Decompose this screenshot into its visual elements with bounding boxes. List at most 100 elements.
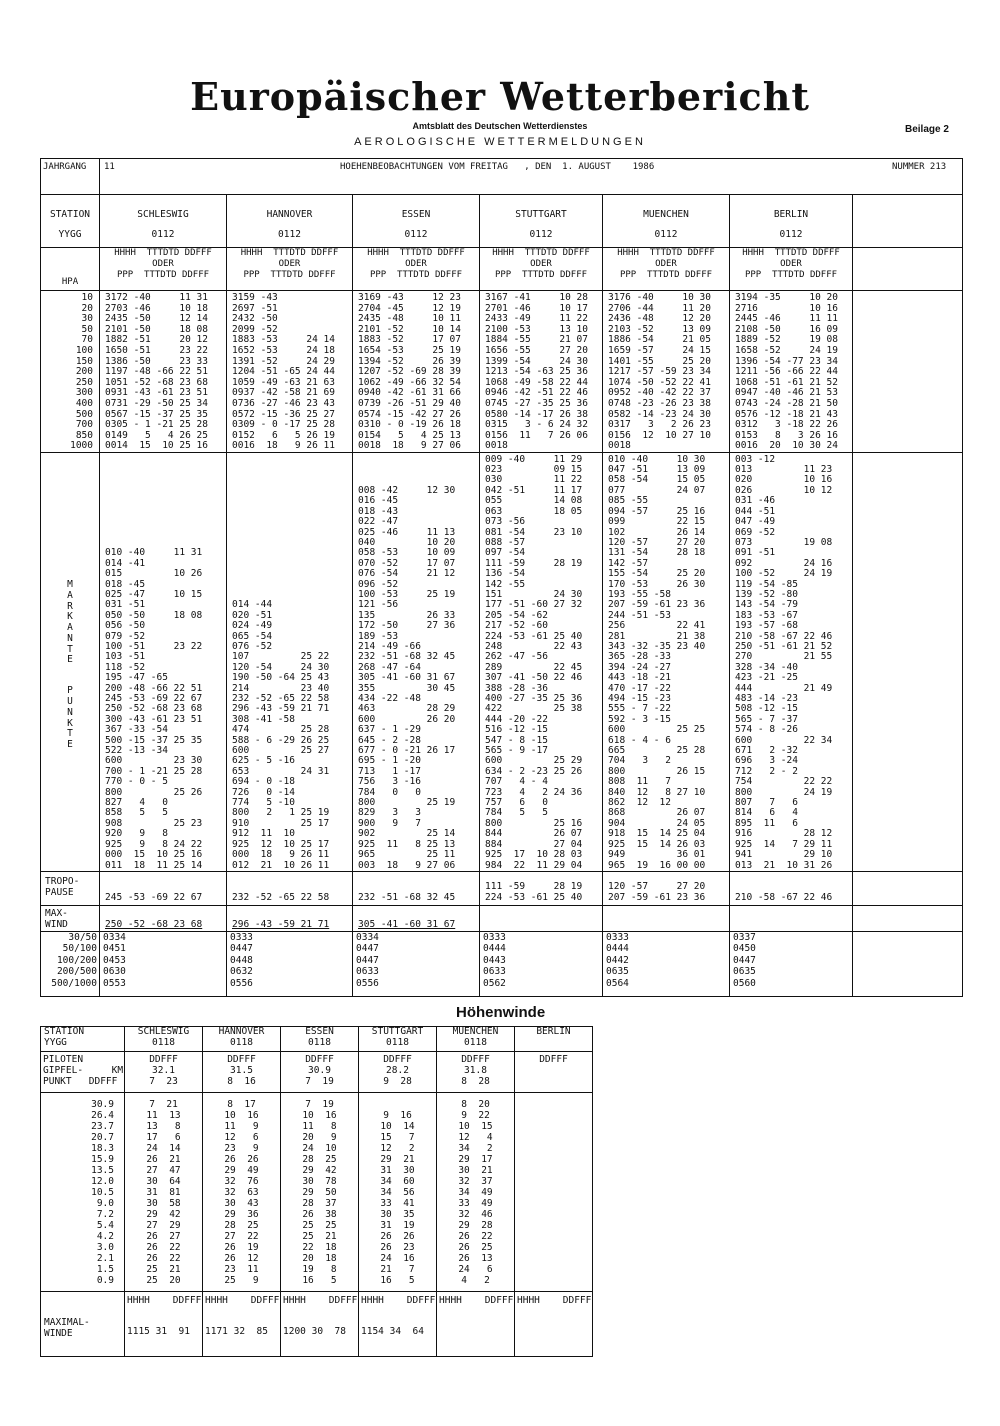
hw-wind-row: 7 21	[149, 1099, 178, 1110]
hw-maxwind-cell: HHHH DDFFF 1200 30 78	[280, 1291, 359, 1357]
significant-level-row: 916 28 12	[735, 828, 833, 840]
significant-level-row: 918 15 14 25 04	[608, 828, 706, 840]
column-header-line: HHHH TTTDTD DDFFF	[742, 248, 840, 258]
significant-level-row: 193 -57 -68	[735, 620, 798, 632]
summit-height: 32.1	[152, 1065, 175, 1076]
significant-levels-list: 003 -12 013 11 23 020 10 16 026 10 12 031 -4…	[730, 453, 852, 871]
significant-level-row: 107 25 22	[232, 651, 330, 663]
hw-yygg-label: YYGG	[44, 1036, 67, 1048]
empty-column-cell	[851, 451, 964, 872]
tropopause-values: 111 -59 28 19 224 -53 -61 25 40	[480, 881, 602, 905]
significant-level-row: 042 -51 11 17	[485, 484, 583, 496]
yygg-label: YYGG	[58, 229, 82, 240]
significant-level-row: 808 11 7	[608, 776, 671, 788]
standard-level-row: 0748 -23 -26 23 38	[608, 397, 711, 409]
significant-level-row: 707 4 - 4	[485, 776, 548, 788]
significant-levels-cell: 014 -44 020 -51 024 -49 065 -54 076 -52 107 2…	[226, 451, 353, 872]
significant-level-row: 754 22 22	[735, 776, 833, 788]
hw-wind-row: 30 78	[302, 1176, 337, 1187]
wind-shear-cell: 0333 0444 0443 0633 0562	[479, 930, 603, 997]
standard-level-row: 0572 -15 -36 25 27	[232, 408, 335, 420]
column-header-line: HHHH TTTDTD DDFFF	[367, 248, 465, 258]
station-cell-schleswig: SCHLESWIG 0112	[99, 194, 227, 248]
significant-level-row: 784 5 5	[485, 807, 548, 819]
hw-wind-row: 26 23	[380, 1242, 415, 1253]
maxwind-value: 305 -41 -60 31 67	[358, 918, 456, 930]
issue-number: NUMMER 213	[892, 162, 947, 172]
hw-station-name: STUTTGART	[371, 1026, 424, 1037]
standard-level-row: 0745 -27 -35 25 36	[485, 397, 588, 409]
hw-wind-row: 24 10	[302, 1143, 337, 1154]
max-header: HHHH DDFFF	[283, 1295, 358, 1306]
wind-shear-value: 0633	[356, 966, 379, 978]
standard-level-row: 0016 18 9 26 11	[232, 440, 335, 452]
ddfff-label: DDFFF	[539, 1054, 568, 1065]
hw-wind-row: 16 5	[380, 1275, 415, 1286]
hw-station-cell-berlin: BERLIN	[514, 1026, 593, 1052]
hw-wind-row: 34 56	[380, 1187, 415, 1198]
significant-level-row: 840 12 8 27 10	[608, 786, 706, 798]
significant-level-row: 814 6 4	[735, 807, 798, 819]
column-header-line: PPP TTTDTD DDFFF	[744, 270, 838, 280]
hw-wind-row: 29 42	[302, 1165, 337, 1176]
maxwind-label-cell: MAX- WIND	[40, 904, 100, 932]
tropopause-row: 224 -53 -61 25 40	[485, 891, 583, 903]
standard-level-row: 1399 -54 24 30	[485, 355, 588, 367]
station-time: 0112	[404, 229, 428, 240]
standard-level-row: 0567 -15 -37 25 35	[105, 408, 208, 420]
significant-level-row: 925 14 7 29 11	[735, 838, 833, 850]
hw-wind-row: 26 12	[224, 1253, 259, 1264]
station-time: 0112	[278, 229, 301, 240]
summit-wind: 7 23	[149, 1076, 178, 1087]
hw-wind-row: 29 28	[458, 1220, 493, 1231]
significant-level-row: 214 23 40	[232, 682, 330, 694]
station-label-cell: STATION YYGG	[40, 194, 100, 248]
column-header-line: HHHH TTTDTD DDFFF	[240, 248, 339, 258]
significant-level-row: 058 -54 15 05	[608, 474, 706, 486]
standard-level-row: 2099 -52	[232, 323, 278, 335]
significant-level-row: 063 18 05	[485, 505, 583, 517]
significant-level-row: 925 12 10 25 17	[232, 838, 330, 850]
significant-level-row: 207 -59 -61 23 36	[608, 599, 706, 611]
tropopause-label-cell: TROPO- PAUSE	[40, 870, 100, 906]
maxwind-cell: 250 -52 -68 23 68	[99, 904, 227, 932]
significant-level-row: 056 -50	[105, 620, 146, 632]
empty-column-cell	[851, 930, 964, 997]
standard-level-row: 0946 -42 -51 22 46	[485, 387, 588, 399]
significant-level-row: 800 25 19	[358, 797, 456, 809]
significant-level-row: 013 11 23	[735, 464, 833, 476]
summit-height: 31.5	[230, 1065, 253, 1076]
hw-wind-row: 22 18	[302, 1242, 337, 1253]
significant-level-row: 081 -54 23 10	[485, 526, 583, 538]
hw-wind-row: 16 5	[302, 1275, 337, 1286]
significant-level-row: 695 - 1 -20	[358, 755, 421, 767]
significant-level-row: 367 -33 -54	[105, 724, 168, 736]
standard-level-row: 2100 -53 13 10	[485, 323, 588, 335]
significant-level-row: 024 -49	[232, 620, 273, 632]
ddfff-label: DDFFF	[383, 1054, 412, 1065]
max-header: HHHH DDFFF	[127, 1295, 202, 1306]
significant-level-row: 250 -51 -61 21 52	[735, 640, 833, 652]
significant-level-row: 210 -58 -67 22 46	[735, 630, 833, 642]
hw-wind-row: 27 29	[146, 1220, 181, 1231]
hw-wind-row: 24 14	[146, 1143, 181, 1154]
significant-level-row: 355 30 45	[358, 682, 456, 694]
significant-level-row: 483 -14 -23	[735, 693, 798, 704]
shear-layer: 100/200	[56, 954, 97, 966]
significant-level-row: 008 -42 12 30	[358, 484, 456, 496]
tropopause-row: 232 -52 -65 22 58	[232, 891, 330, 903]
standard-levels-cell: 3176 -40 10 30 2706 -44 11 20 2436 -48 12 …	[602, 290, 730, 453]
hw-wind-row: 15 7	[380, 1132, 415, 1143]
significant-level-row: 100 -52 24 19	[735, 568, 833, 580]
standard-level-row: 2703 -46 10 18	[105, 302, 208, 314]
standard-level-row: 2101 -52 10 14	[358, 323, 461, 335]
significant-label-wrapper: MARKANTE PUNKTE	[41, 453, 99, 871]
hw-winds-cell: 8 20 9 22 10 15 12 4 34 2 29 17 30 21 32 37 34 4…	[436, 1092, 515, 1292]
significant-level-row: 592 - 3 -15	[608, 713, 671, 725]
pressure-levels: 10 20 30 50 70 100 150 200 250 300 400 500 700 850 100…	[41, 291, 99, 452]
standard-level-row: 3172 -40 11 31	[105, 292, 208, 303]
tropopause-label-2: PAUSE	[45, 886, 74, 898]
standard-level-row: 0947 -40 -46 21 53	[735, 387, 838, 399]
standard-level-row: 0743 -24 -28 21 50	[735, 397, 838, 409]
station-name: HANNOVER	[266, 209, 313, 220]
